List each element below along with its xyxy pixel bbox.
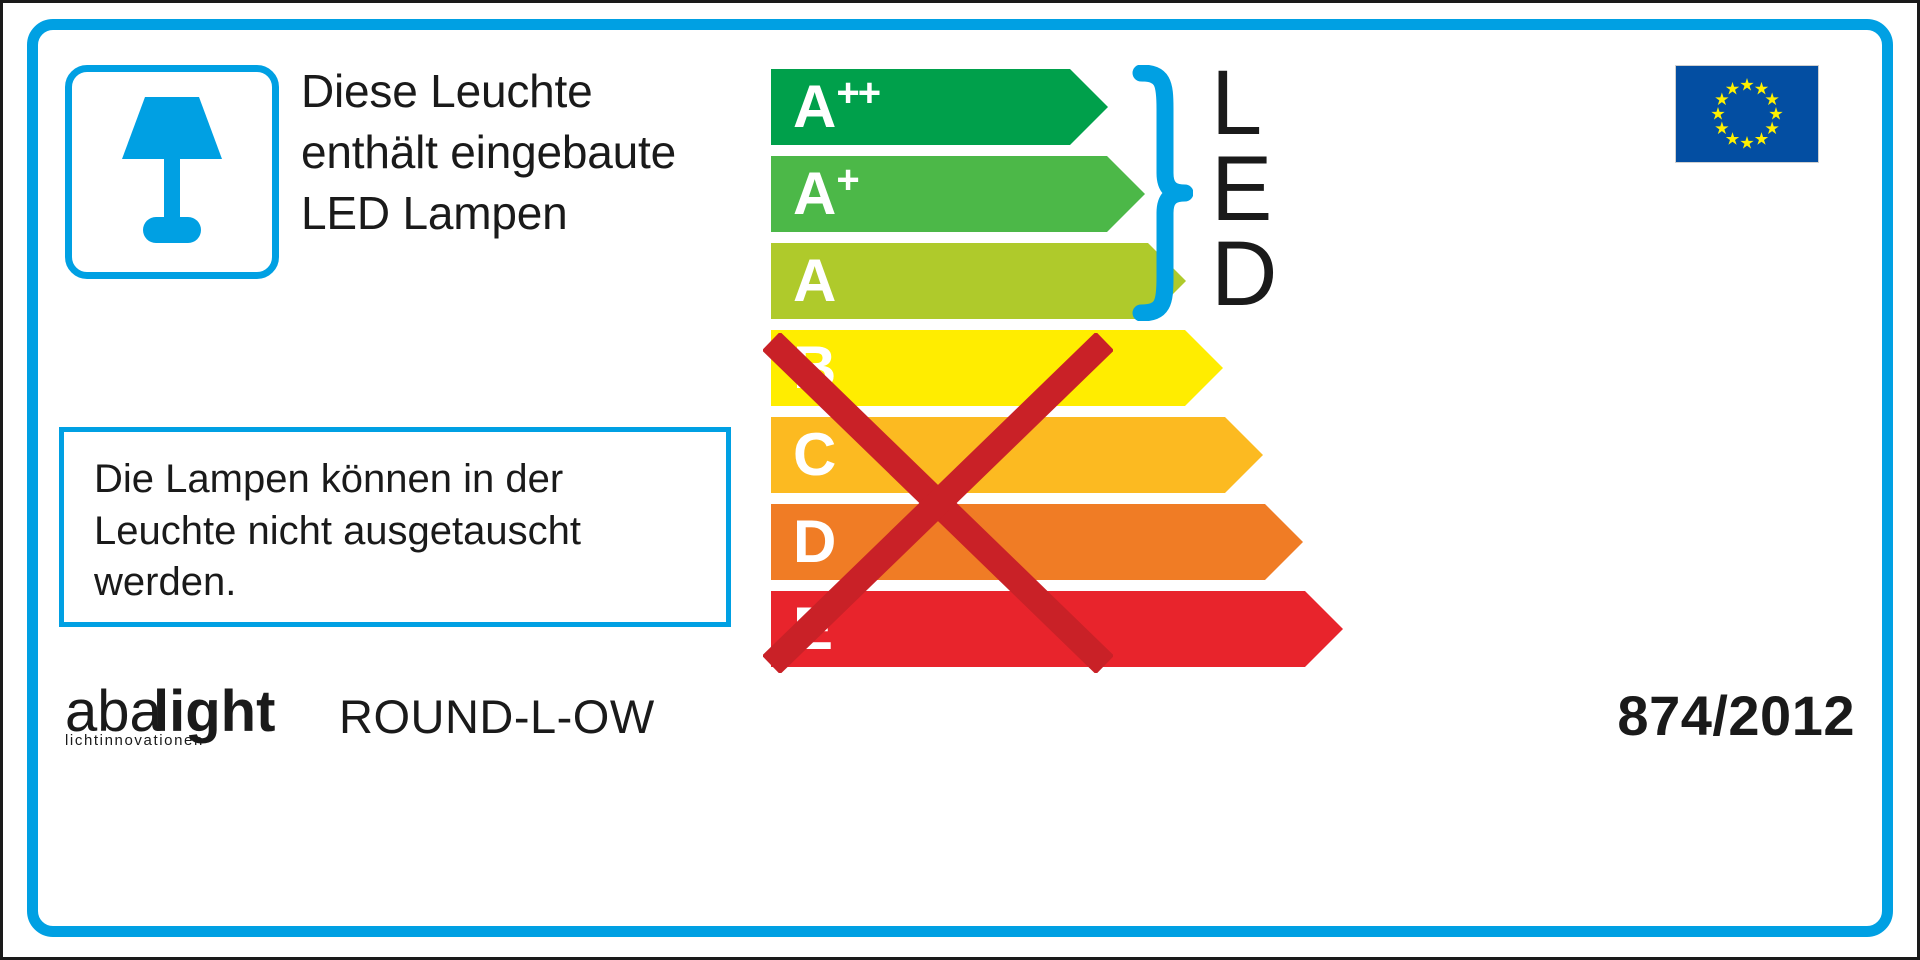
bar-arrow-tip — [1225, 417, 1263, 493]
energy-class-letter: E — [793, 595, 834, 662]
intro-line-1: Diese Leuchte — [301, 65, 593, 117]
led-letter-e: E — [1211, 137, 1273, 240]
bar-shape: E — [771, 591, 1343, 667]
lamp-icon-box — [65, 65, 279, 279]
bar-shape: B — [771, 330, 1223, 406]
bar-rect — [771, 417, 1225, 493]
eu-star-icon — [1754, 132, 1769, 145]
energy-class-plus-sign: + — [836, 158, 859, 202]
bar-arrow-tip — [1185, 330, 1223, 406]
energy-class-letter: D — [793, 508, 837, 575]
abalight-logo: aba light — [65, 679, 275, 744]
intro-line-3: LED Lampen — [301, 187, 568, 240]
bar-shape: C — [771, 417, 1263, 493]
bar-shape: A+ — [771, 156, 1145, 232]
regulation-number: 874/2012 — [1617, 684, 1855, 747]
eu-stars-icon — [1711, 78, 1783, 149]
table-lamp-icon — [122, 97, 222, 243]
notice-line-2: Leuchte nicht ausgetauscht — [94, 508, 582, 553]
bar-arrow-tip — [1265, 504, 1303, 580]
bar-rect — [771, 69, 1070, 145]
eu-star-icon — [1740, 136, 1754, 149]
bar-rect — [771, 243, 1148, 319]
energy-class-bar-b: B — [771, 330, 1223, 406]
intro-text: Diese Leuchte enthält eingebaute LED Lam… — [301, 61, 731, 245]
led-vertical-text: L E D — [1211, 52, 1278, 326]
bar-arrow-tip — [1070, 69, 1108, 145]
curly-brace-icon — [1132, 65, 1193, 321]
bar-arrow-tip — [1107, 156, 1145, 232]
eu-star-icon — [1769, 107, 1783, 120]
energy-class-letter: A++ — [793, 71, 881, 140]
notice-line-3: werden. — [94, 560, 237, 605]
notice-text: Die Lampen können in der Leuchte nicht a… — [94, 454, 714, 609]
bar-arrow-tip — [1305, 591, 1343, 667]
bar-rect — [771, 156, 1107, 232]
eu-star-icon — [1715, 92, 1729, 106]
eu-star-icon — [1725, 81, 1740, 95]
notice-line-1: Die Lampen können in der — [94, 457, 564, 501]
energy-class-bar-d: D — [771, 504, 1303, 580]
eu-star-icon — [1715, 121, 1729, 135]
led-letter-d: D — [1211, 223, 1278, 326]
eu-star-icon — [1765, 121, 1779, 135]
energy-class-plus-sign: ++ — [836, 71, 881, 115]
eu-star-icon — [1765, 92, 1779, 106]
energy-class-bar-aplus: A+ — [771, 156, 1145, 232]
energy-class-letter: A+ — [793, 158, 860, 227]
energy-class-bar-e: E — [771, 591, 1343, 667]
bar-rect — [771, 591, 1305, 667]
logo-text-light-part: aba — [65, 679, 163, 744]
logo-text-bold-part: light — [153, 679, 275, 744]
model-name: ROUND-L-OW — [339, 690, 655, 743]
energy-class-bar-aplusplus: A++ — [771, 69, 1108, 145]
bar-shape: A++ — [771, 69, 1108, 145]
logo-subtitle: lichtinnovationen — [65, 732, 204, 749]
notice-box: Die Lampen können in der Leuchte nicht a… — [59, 427, 731, 627]
eu-star-icon — [1725, 132, 1740, 145]
led-letter-l: L — [1211, 52, 1263, 154]
energy-class-bar-c: C — [771, 417, 1263, 493]
energy-class-letter: A — [793, 247, 837, 314]
energy-class-letter: C — [793, 421, 837, 488]
bar-rect — [771, 504, 1265, 580]
intro-line-2: enthält eingebaute — [301, 126, 676, 179]
eu-star-icon — [1711, 107, 1725, 120]
eu-star-icon — [1754, 81, 1769, 95]
eu-flag — [1675, 65, 1819, 163]
energy-class-letter: B — [793, 334, 837, 401]
bar-shape: D — [771, 504, 1303, 580]
eu-star-icon — [1740, 78, 1754, 91]
